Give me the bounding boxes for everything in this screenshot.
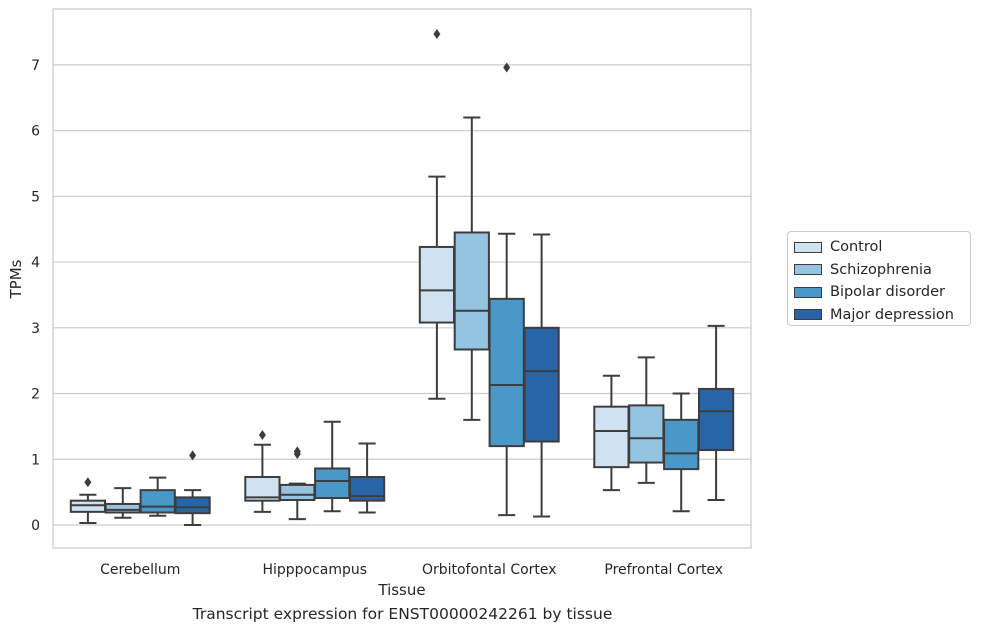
- legend-label-bipolar-disorder: Bipolar disorder: [830, 284, 945, 301]
- iqr-box: [453, 231, 490, 351]
- iqr-box: [139, 489, 176, 514]
- outlier-marker: [433, 28, 441, 39]
- y-axis-title: TPMs: [7, 259, 25, 299]
- box-bipolar-disorder: [488, 62, 525, 517]
- box-major-depression: [174, 450, 211, 526]
- box-major-depression: [697, 324, 735, 502]
- iqr-box: [348, 476, 386, 502]
- box-bipolar-disorder: [663, 392, 700, 513]
- legend-item-control: Control: [792, 236, 970, 259]
- box-major-depression: [523, 233, 560, 518]
- outlier-marker: [189, 450, 197, 461]
- x-tick-label: Prefrontal Cortex: [604, 562, 723, 578]
- outlier-marker: [503, 62, 511, 73]
- legend-label-major-depression: Major depression: [830, 306, 954, 323]
- iqr-box: [104, 502, 141, 514]
- chart-caption: Transcript expression for ENST0000024226…: [192, 605, 613, 623]
- x-tick-label: Cerebellum: [100, 562, 180, 578]
- box-plots: [69, 28, 735, 526]
- iqr-box: [279, 483, 316, 502]
- iqr-box: [488, 297, 525, 448]
- box-control: [244, 429, 281, 513]
- box-control: [69, 477, 107, 525]
- box-schizophrenia: [628, 356, 665, 484]
- outlier-marker: [84, 477, 92, 488]
- iqr-box: [314, 467, 351, 500]
- y-tick-label: 4: [31, 255, 40, 271]
- y-tick-label: 1: [31, 452, 40, 468]
- iqr-box: [663, 418, 700, 471]
- box-schizophrenia: [104, 487, 141, 519]
- y-tick-label: 0: [31, 518, 40, 534]
- y-tick-label: 6: [31, 124, 40, 140]
- y-tick-label: 7: [31, 58, 40, 74]
- grid-lines: [53, 64, 751, 526]
- x-axis-title: Tissue: [377, 581, 425, 599]
- box-schizophrenia: [279, 446, 316, 521]
- box-schizophrenia: [453, 116, 490, 421]
- legend-item-bipolar-disorder: Bipolar disorder: [792, 281, 970, 304]
- legend: Control Schizophrenia Bipolar disorder M…: [787, 231, 971, 326]
- iqr-box: [628, 404, 665, 464]
- legend-item-schizophrenia: Schizophrenia: [792, 259, 970, 282]
- iqr-box: [593, 405, 630, 469]
- iqr-box: [174, 496, 211, 515]
- box-control: [593, 374, 630, 492]
- legend-swatch-bipolar-disorder: [794, 286, 822, 298]
- x-tick-label: Orbitofontal Cortex: [422, 562, 557, 578]
- box-bipolar-disorder: [314, 420, 351, 513]
- legend-swatch-schizophrenia: [794, 264, 822, 276]
- y-axis-ticks: 0 1 2 3 4 5 6 7: [31, 58, 40, 534]
- iqr-box: [697, 387, 735, 452]
- iqr-box: [418, 245, 456, 324]
- x-axis-ticks: Cerebellum Hipppocampus Orbitofontal Corte…: [100, 562, 723, 578]
- y-tick-label: 3: [31, 321, 40, 337]
- iqr-box: [523, 326, 560, 443]
- legend-label-schizophrenia: Schizophrenia: [830, 261, 932, 278]
- box-control: [418, 28, 456, 400]
- legend-swatch-control: [794, 241, 822, 253]
- outlier-marker: [258, 429, 266, 440]
- plot-area-frame: [52, 8, 752, 549]
- y-tick-label: 2: [31, 387, 40, 403]
- outlier-marker: [293, 446, 301, 457]
- box-major-depression: [348, 442, 386, 514]
- box-bipolar-disorder: [139, 476, 176, 517]
- y-tick-label: 5: [31, 189, 40, 205]
- legend-item-major-depression: Major depression: [792, 304, 970, 327]
- legend-label-control: Control: [830, 239, 883, 256]
- legend-swatch-major-depression: [794, 309, 822, 321]
- x-tick-label: Hipppocampus: [262, 562, 367, 578]
